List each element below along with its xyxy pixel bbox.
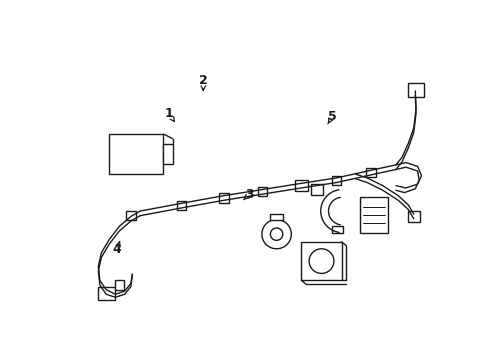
Text: 5: 5: [327, 110, 336, 123]
Bar: [114, 280, 123, 289]
Bar: [126, 211, 135, 220]
Bar: [296, 181, 305, 190]
Text: 4: 4: [113, 243, 122, 256]
Bar: [98, 287, 115, 300]
Bar: [366, 168, 375, 177]
Bar: [270, 214, 282, 220]
Bar: [295, 180, 307, 191]
Bar: [258, 187, 267, 197]
Bar: [219, 193, 228, 203]
Bar: [310, 184, 323, 195]
Text: 3: 3: [245, 188, 254, 201]
Bar: [109, 134, 163, 174]
Text: 1: 1: [164, 107, 173, 120]
Bar: [176, 201, 185, 210]
Bar: [163, 144, 172, 164]
Bar: [407, 211, 419, 222]
Bar: [332, 226, 343, 233]
Bar: [360, 197, 387, 233]
Bar: [331, 176, 340, 185]
Bar: [301, 242, 341, 280]
Bar: [407, 83, 423, 97]
Text: 2: 2: [199, 74, 207, 87]
